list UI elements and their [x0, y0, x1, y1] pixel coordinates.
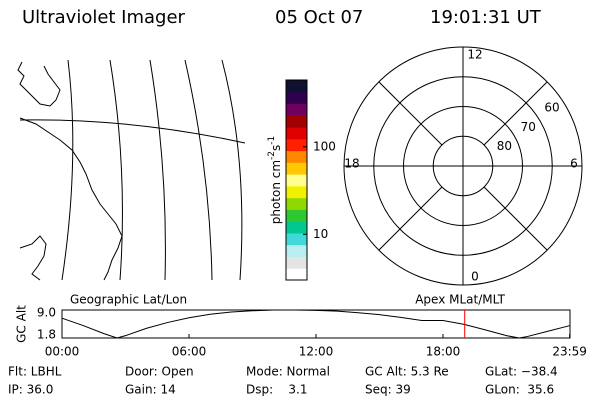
left-label: Geographic Lat/Lon: [70, 293, 187, 307]
label-part: -1: [267, 136, 277, 145]
color-swatch: [286, 268, 307, 281]
parallel: [19, 119, 246, 144]
color-swatch: [286, 244, 307, 257]
colorbar-label: photon cm-2s-1: [267, 136, 283, 225]
map: [17, 59, 246, 281]
meridian: [221, 59, 243, 281]
info-field: Gain: 14: [125, 383, 176, 397]
color-swatch: [286, 80, 307, 93]
mlt-label: 6: [570, 157, 578, 171]
coastline: [19, 117, 123, 281]
lat-label: 80: [497, 139, 512, 153]
meridian: [149, 59, 166, 281]
color-swatch: [286, 127, 307, 140]
colorbar-tick-label: 100: [313, 139, 336, 153]
plot-frame: [61, 309, 571, 339]
x-tick-label: 12:00: [299, 345, 334, 359]
info-field: GLon: 35.6: [485, 383, 554, 397]
meridian: [109, 59, 123, 281]
mlt-label: 12: [467, 48, 482, 62]
x-tick-label: 23:59: [552, 345, 587, 359]
info-field: IP: 36.0: [8, 383, 53, 397]
mlt-label: 18: [344, 157, 359, 171]
x-tick-label: 06:00: [172, 345, 207, 359]
color-swatch: [286, 185, 307, 199]
color-swatch: [286, 162, 307, 175]
right-label: Apex MLat/MLT: [415, 293, 505, 307]
radial-line: [483, 81, 548, 146]
label-part: photon cm: [269, 160, 283, 224]
color-swatch: [286, 91, 307, 105]
color-swatch: [286, 197, 307, 210]
lat-label: 70: [521, 120, 536, 134]
altitude-plot: GC Alt Geographic Lat/Lon Apex MLat/MLT …: [15, 293, 587, 359]
colorbar-tick-label: 10: [313, 227, 328, 241]
meridian: [184, 59, 213, 281]
altitude-line: [61, 309, 571, 339]
info-field: Seq: 39: [365, 383, 411, 397]
coastline: [19, 235, 47, 281]
radial-line: [378, 186, 443, 251]
color-swatch: [286, 221, 307, 234]
colorbar: 10 100: [285, 79, 336, 281]
title: Ultraviolet Imager: [22, 7, 186, 28]
x-tick-label: 00:00: [45, 345, 80, 359]
x-tick-label: 18:00: [426, 345, 461, 359]
y-tick-label: 9.0: [37, 306, 56, 320]
color-swatch: [286, 103, 307, 116]
info-field: GC Alt: 5.3 Re: [365, 365, 449, 379]
mlt-label: 0: [471, 270, 479, 284]
y-axis-label: GC Alt: [15, 305, 29, 343]
color-swatch: [286, 209, 307, 222]
color-swatch: [286, 232, 307, 246]
lat-label: 60: [544, 100, 559, 114]
radial-line: [483, 186, 548, 251]
y-tick-label: 1.8: [37, 328, 56, 342]
date: 05 Oct 07: [275, 7, 363, 28]
color-swatch: [286, 150, 307, 163]
info-field: Dsp: 3.1: [246, 383, 308, 397]
info-panel: Flt: LBHL Door: Open Mode: Normal GC Alt: 5…: [8, 365, 558, 397]
coastline: [17, 61, 61, 107]
color-swatch: [286, 115, 307, 128]
color-swatch: [286, 174, 307, 187]
label-part: -2: [267, 151, 277, 160]
info-field: Flt: LBHL: [8, 365, 62, 379]
time: 19:01:31 UT: [430, 7, 542, 28]
meridian: [61, 59, 74, 281]
label-part: s: [269, 145, 283, 151]
colorbar-frame: [285, 79, 308, 281]
info-field: GLat: −38.4: [485, 365, 558, 379]
color-swatch: [286, 256, 307, 269]
color-swatch: [286, 138, 307, 152]
radial-line: [378, 81, 443, 146]
info-field: Mode: Normal: [246, 365, 330, 379]
info-field: Door: Open: [125, 365, 194, 379]
